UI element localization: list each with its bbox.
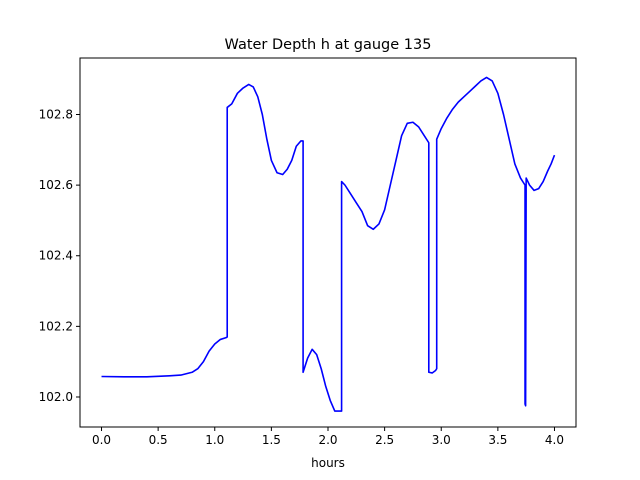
x-tick-label: 1.5	[262, 433, 281, 447]
chart-title: Water Depth h at gauge 135	[225, 37, 432, 53]
y-tick-label: 102.8	[39, 107, 73, 121]
x-axis-title: hours	[311, 456, 345, 470]
x-tick-label: 3.5	[488, 433, 507, 447]
y-tick-label: 102.6	[39, 178, 73, 192]
x-tick-label: 0.0	[92, 433, 111, 447]
x-tick-label: 2.0	[318, 433, 337, 447]
x-axis: 0.0 0.5 1.0 1.5 2.0 2.5 3.0 3.5 4.0	[92, 427, 564, 447]
x-tick-label: 2.5	[375, 433, 394, 447]
y-tick-label: 102.0	[39, 390, 73, 404]
y-tick-label: 102.2	[39, 319, 73, 333]
series-layer	[101, 76, 556, 412]
x-tick-label: 3.0	[432, 433, 451, 447]
x-tick-label: 0.5	[149, 433, 168, 447]
y-axis: 102.0 102.2 102.4 102.6 102.8	[39, 107, 80, 404]
series-line-0	[101, 76, 556, 412]
y-tick-label: 102.4	[39, 249, 73, 263]
x-tick-label: 1.0	[205, 433, 224, 447]
x-tick-label: 4.0	[545, 433, 564, 447]
